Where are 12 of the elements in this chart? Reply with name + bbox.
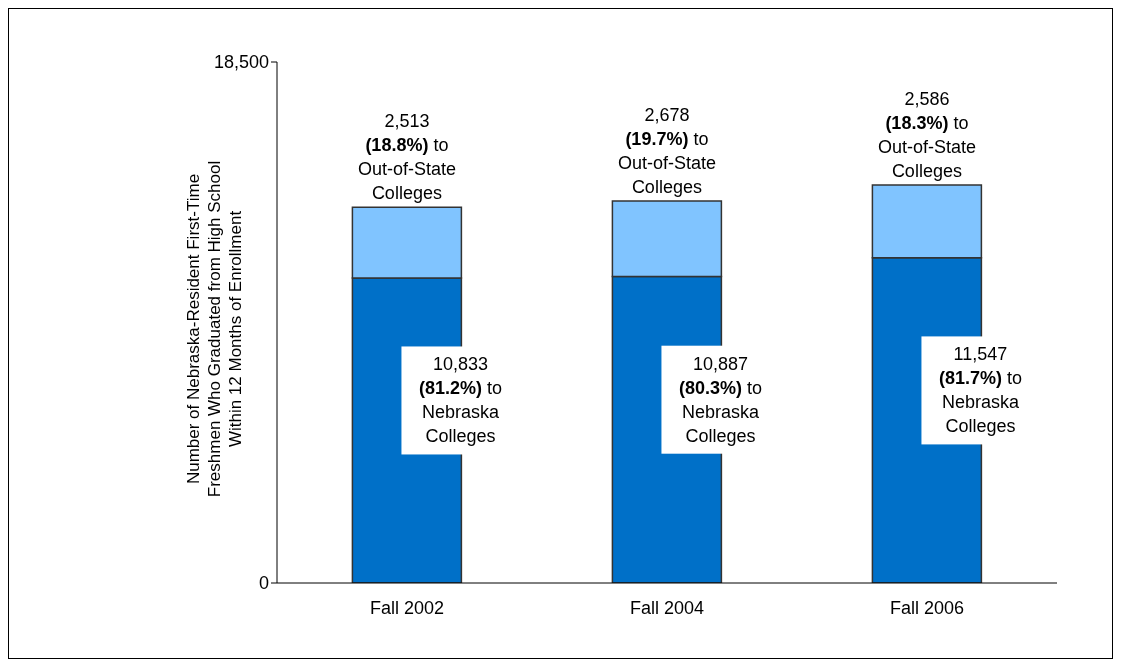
data-label: 11,547 (81.7%) to Nebraska Colleges — [938, 344, 1022, 437]
data-label: 2,678 (19.7%) to Out-of-State Colleges — [617, 104, 716, 197]
data-label: 10,887 (80.3%) to Nebraska Colleges — [678, 353, 762, 446]
y-axis-title: Number of Nebraska-Resident First-Time Freshmen Who Graduated from High School Within 12 Months of Enrollment — [184, 160, 245, 498]
x-tick-label: Fall 2006 — [889, 597, 965, 618]
data-label: 2,586 (18.3%) to Out-of-State Colleges — [877, 88, 976, 181]
y-tick-label: 18,500 — [213, 52, 269, 73]
y-tick-label: 0 — [258, 573, 269, 594]
x-tick-label: Fall 2002 — [369, 597, 445, 618]
x-tick-label: Fall 2004 — [629, 597, 705, 618]
data-label: 2,513 (18.8%) to Out-of-State Colleges — [357, 111, 456, 204]
data-label: 10,833 (81.2%) to Nebraska Colleges — [418, 354, 502, 447]
